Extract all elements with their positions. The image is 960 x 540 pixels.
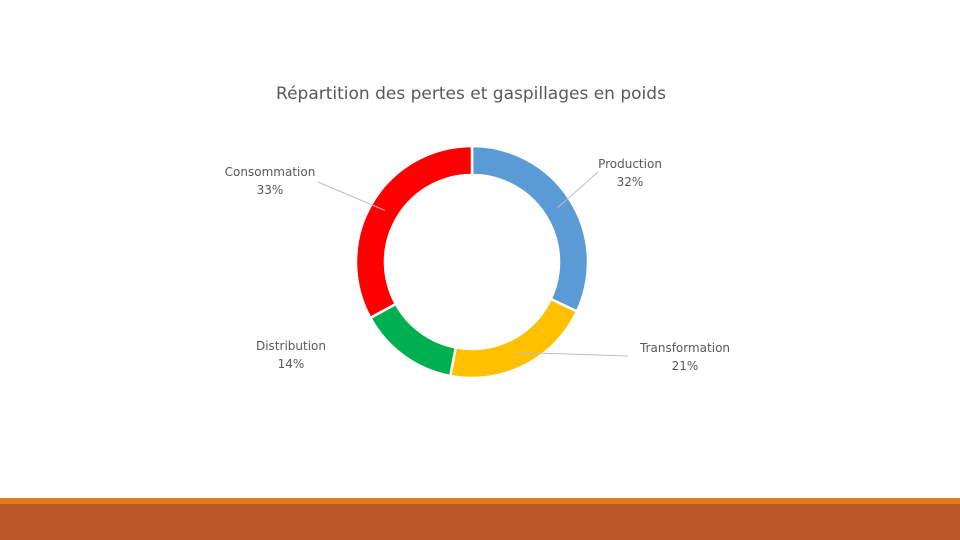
label-production-name: Production	[598, 157, 662, 171]
label-distribution-name: Distribution	[255, 339, 326, 353]
label-production-value: 32%	[616, 175, 644, 189]
label-distribution-value: 14%	[277, 357, 305, 371]
leader-line-production	[557, 171, 599, 208]
chart-title: Répartition des pertes et gaspillages en…	[276, 84, 666, 104]
label-consommation-value: 33%	[256, 183, 284, 197]
footer-band	[0, 504, 960, 540]
label-consommation-name: Consommation	[224, 165, 316, 179]
label-distribution: Distribution 14%	[248, 337, 334, 373]
label-transformation-name: Transformation	[639, 341, 731, 355]
label-production: Production 32%	[588, 155, 672, 191]
donut-slice-consommation	[354, 144, 474, 320]
donut-slice-transformation	[448, 297, 579, 380]
label-consommation: Consommation 33%	[218, 163, 322, 199]
donut-slice-distribution	[368, 302, 458, 378]
leader-line-transformation	[518, 351, 629, 357]
label-transformation: Transformation 21%	[632, 339, 738, 375]
label-transformation-value: 21%	[671, 359, 699, 373]
footer-accent-line	[0, 498, 960, 504]
leader-line-consommation	[317, 181, 385, 211]
donut-slice-production	[470, 144, 590, 314]
